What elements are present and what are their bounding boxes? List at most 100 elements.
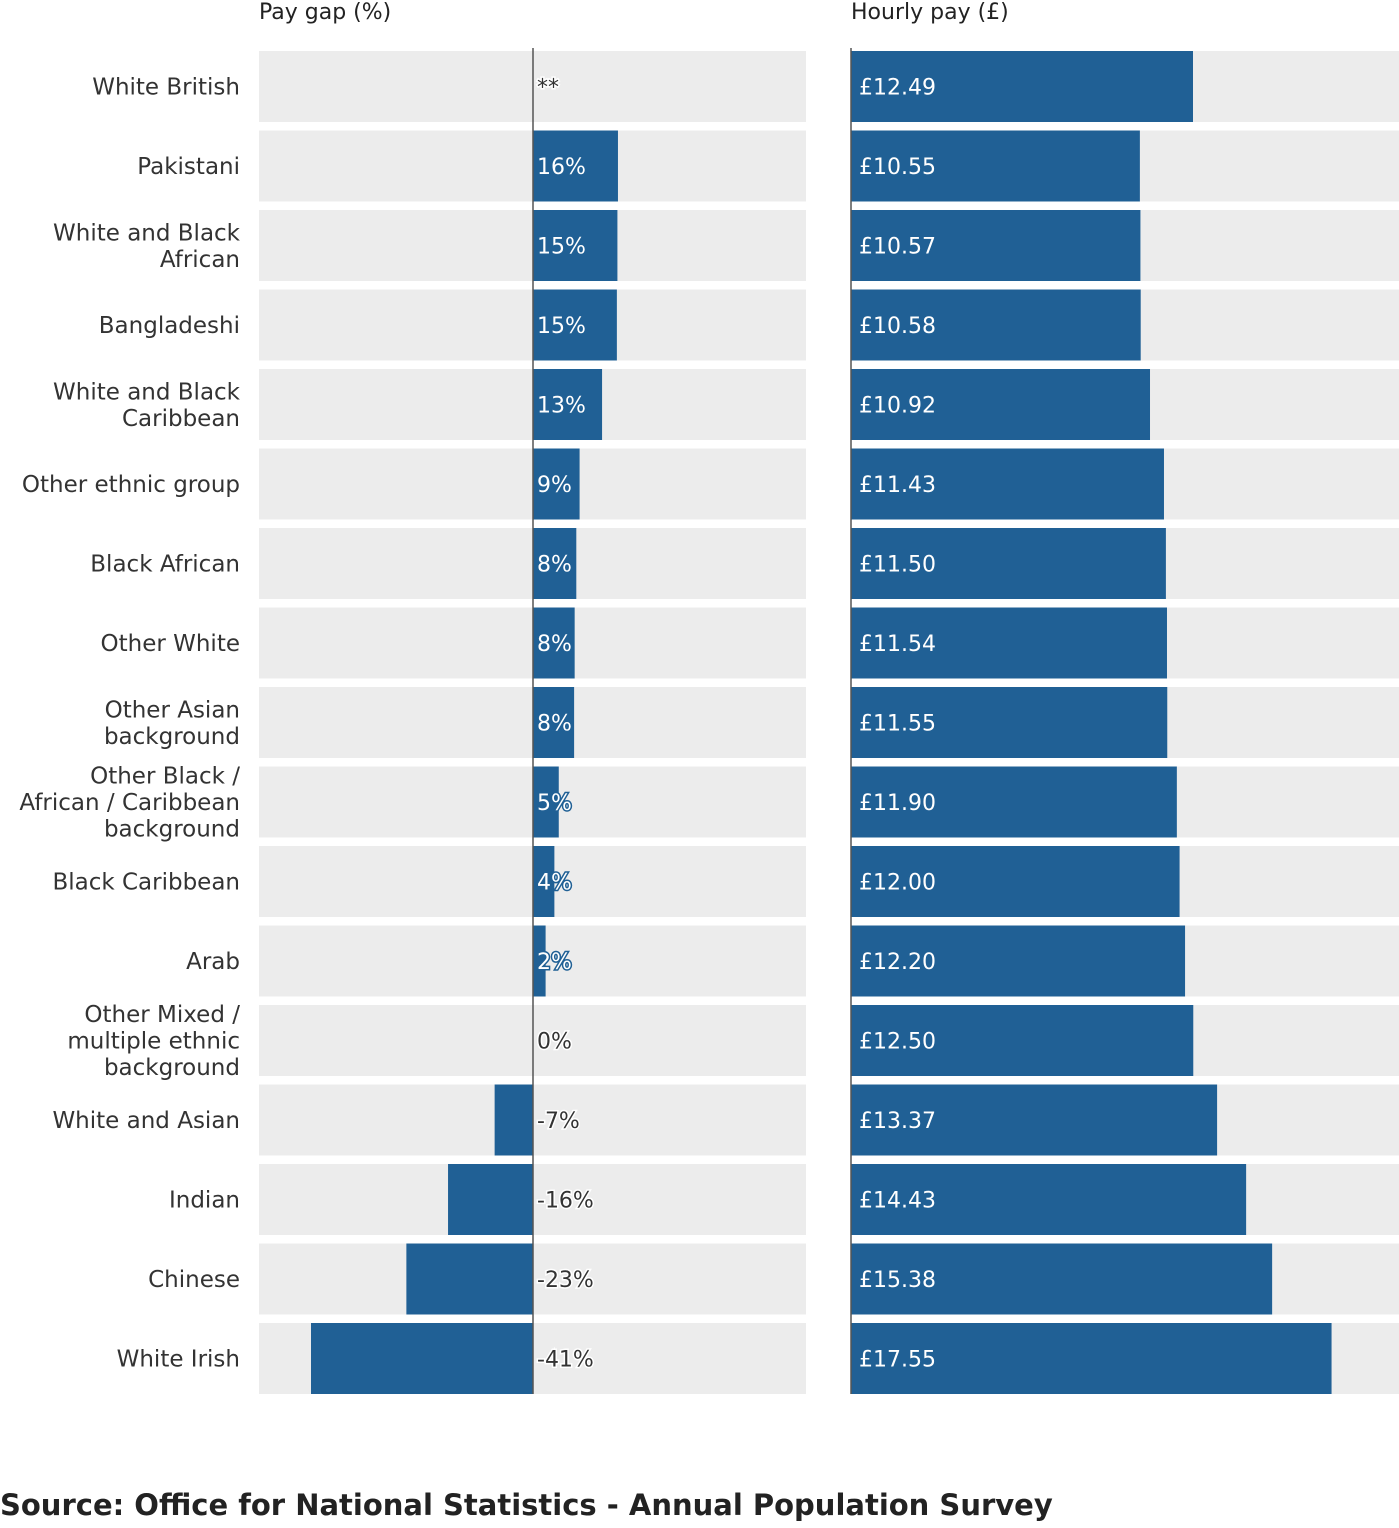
category-label: Arab	[186, 949, 240, 975]
source-note: Source: Office for National Statistics -…	[0, 1488, 1053, 1522]
hourly-pay-bar	[851, 1243, 1273, 1315]
category-label: White and Black African	[53, 220, 241, 273]
category-label-line: Chinese	[148, 1267, 240, 1293]
pay-gap-bar	[494, 1084, 533, 1156]
pay-gap-bar	[533, 925, 546, 997]
pay-gap-value-label: 4%	[537, 871, 572, 896]
category-label-line: Other Asian	[105, 697, 240, 723]
hourly-pay-bar	[851, 1084, 1218, 1156]
category-label-line: Other Black /	[90, 764, 240, 790]
category-label: Other Mixed / multiple ethnic background	[67, 1002, 240, 1081]
hourly-pay-bar	[851, 846, 1180, 917]
category-label: White and Asian	[52, 1108, 240, 1134]
category-label-line: Indian	[169, 1188, 240, 1214]
pay-gap-bar	[533, 846, 555, 917]
category-label-line: White and Asian	[52, 1108, 240, 1134]
category-label-line: multiple ethnic	[67, 1029, 240, 1055]
category-label-line: Arab	[186, 949, 240, 975]
hourly-pay-panel-title: Hourly pay (£)	[851, 0, 1009, 25]
category-label: Bangladeshi	[99, 313, 240, 339]
category-label: Black Caribbean	[52, 870, 240, 896]
hourly-pay-bar	[851, 369, 1151, 440]
category-label: Black African	[90, 552, 240, 578]
hourly-pay-value-label: £11.50	[859, 553, 936, 578]
pay-gap-value-label: 15%	[537, 235, 586, 260]
pay-gap-value-label: 2%	[537, 950, 572, 975]
pay-gap-bar	[533, 607, 575, 679]
pay-gap-value-label: 15%	[537, 314, 586, 339]
pay-gap-bar	[533, 766, 559, 838]
hourly-pay-value-label: £11.55	[859, 712, 936, 737]
pay-gap-value-label: 9%	[537, 473, 572, 498]
hourly-pay-value-label: £10.58	[859, 314, 936, 339]
hourly-pay-value-label: £13.37	[859, 1109, 936, 1134]
category-label-line: African	[160, 247, 240, 273]
pay-gap-value-label: -23%	[537, 1268, 594, 1293]
hourly-pay-value-label: £17.55	[859, 1348, 936, 1373]
pay-gap-bar	[533, 369, 603, 440]
pay-gap-bar	[533, 528, 577, 599]
pay-gap-bar	[533, 687, 575, 758]
category-label: White British	[92, 75, 240, 101]
hourly-pay-bar	[851, 289, 1141, 361]
category-label-line: White and Black	[53, 379, 241, 405]
category-label-line: African / Caribbean	[19, 790, 240, 816]
hourly-pay-bar	[851, 130, 1140, 202]
hourly-pay-value-label: £12.20	[859, 950, 936, 975]
hourly-pay-value-label: £10.55	[859, 155, 936, 180]
category-label-line: Black Caribbean	[52, 870, 240, 896]
hourly-pay-bar	[851, 51, 1193, 122]
category-label: White Irish	[117, 1347, 240, 1373]
pay-gap-value-label: -7%	[537, 1109, 580, 1134]
hourly-pay-bar	[851, 766, 1177, 838]
pay-gap-value-label: 8%	[537, 632, 572, 657]
pay-gap-value-label: 5%	[537, 791, 572, 816]
pay-gap-value-label: 0%	[537, 1030, 572, 1055]
category-label: Other White	[101, 631, 241, 657]
pay-gap-bar	[533, 210, 618, 281]
hourly-pay-value-label: £14.43	[859, 1189, 936, 1214]
category-label-line: Other White	[101, 631, 241, 657]
category-label-line: Pakistani	[137, 154, 240, 180]
pay-gap-bar	[533, 448, 580, 520]
pay-gap-bar	[406, 1243, 533, 1315]
pay-gap-bar	[311, 1323, 533, 1394]
pay-gap-value-label: -16%	[537, 1189, 594, 1214]
pay-gap-panel-title: Pay gap (%)	[259, 0, 391, 25]
hourly-pay-value-label: £12.49	[859, 76, 936, 101]
category-label-line: White and Black	[53, 220, 241, 246]
category-label: Indian	[169, 1188, 240, 1214]
hourly-pay-value-label: £11.43	[859, 473, 936, 498]
hourly-pay-value-label: £11.54	[859, 632, 936, 657]
pay-gap-value-label: 16%	[537, 155, 586, 180]
hourly-pay-value-label: £12.50	[859, 1030, 936, 1055]
hourly-pay-value-label: £11.90	[859, 791, 936, 816]
chart-svg: Pay gap (%) Hourly pay (£) ** £12.49 White…	[19, 0, 1399, 1394]
hourly-pay-bar	[851, 925, 1186, 997]
pay-gap-value-label: 8%	[537, 712, 572, 737]
hourly-pay-bar	[851, 210, 1141, 281]
category-label-line: Black African	[90, 552, 240, 578]
pay-gap-bar	[448, 1164, 533, 1235]
category-label-line: Caribbean	[122, 406, 240, 432]
hourly-pay-bar	[851, 607, 1167, 679]
category-label: Other Asian background	[104, 697, 240, 750]
pay-gap-value-label: 8%	[537, 553, 572, 578]
hourly-pay-value-label: £10.92	[859, 394, 936, 419]
chart-rows: ** £12.49 White British 16% £10.55 Pakistani 1…	[19, 48, 1399, 1394]
category-label-line: background	[104, 817, 240, 843]
hourly-pay-value-label: £10.57	[859, 235, 936, 260]
category-label: White and Black Caribbean	[53, 379, 241, 432]
hourly-pay-bar	[851, 1323, 1332, 1394]
hourly-pay-bar	[851, 528, 1166, 599]
hourly-pay-bar	[851, 687, 1168, 758]
category-label: Chinese	[148, 1267, 240, 1293]
hourly-pay-bar	[851, 1164, 1247, 1235]
category-label-line: background	[104, 1055, 240, 1081]
category-label: Other Black / African / Caribbean backgrou…	[19, 764, 240, 843]
category-label-line: Other Mixed /	[84, 1002, 240, 1028]
category-label-line: White Irish	[117, 1347, 240, 1373]
category-label-line: background	[104, 724, 240, 750]
category-label-line: Other ethnic group	[22, 472, 240, 498]
pay-gap-value-label: 13%	[537, 394, 586, 419]
